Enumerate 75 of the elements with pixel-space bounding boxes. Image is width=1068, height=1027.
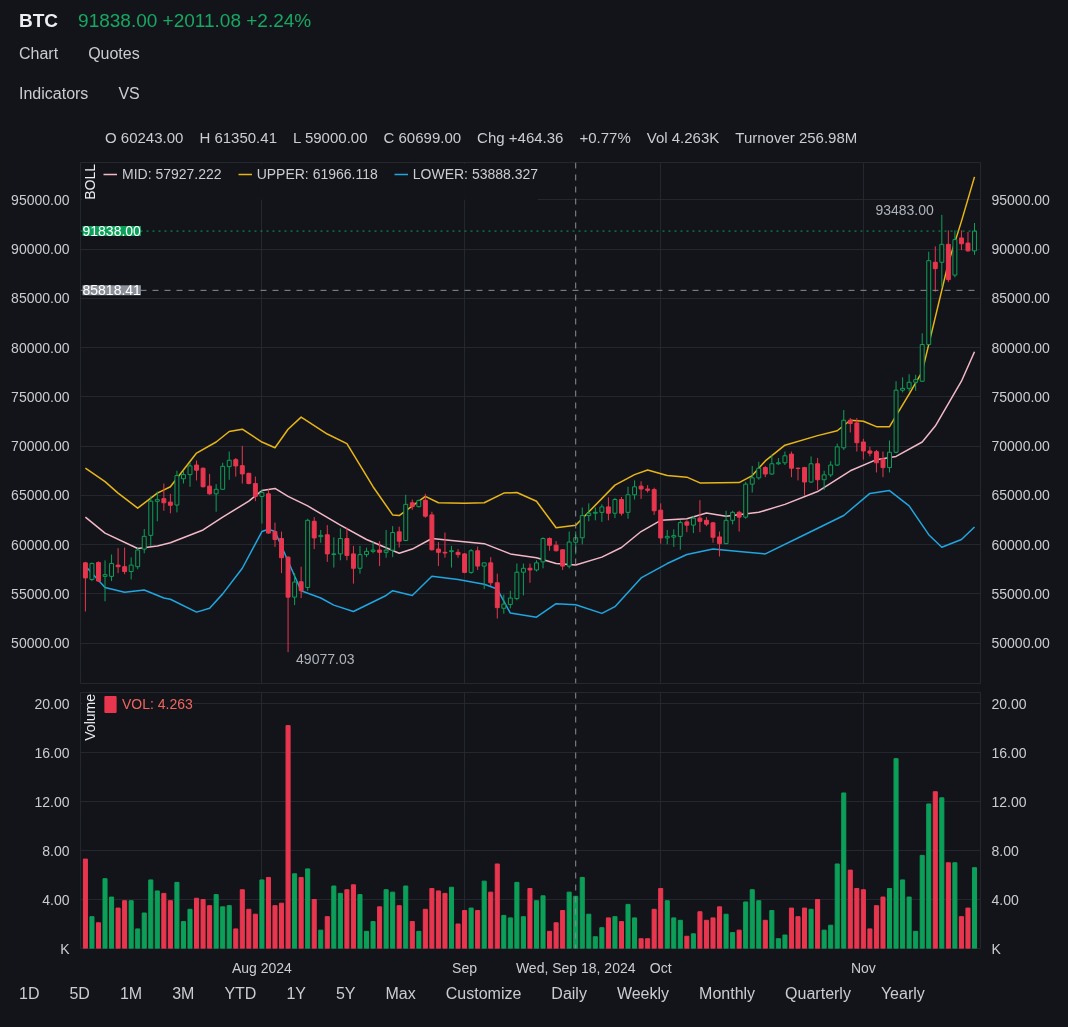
y2-tick-label: 90000.00 — [991, 241, 1051, 258]
y2-tick-label: 4.00 — [991, 891, 1019, 908]
x-tick-label: Nov — [850, 959, 876, 976]
y-tick-label: 16.00 — [34, 744, 70, 761]
x-tick-label: Sep — [452, 959, 478, 976]
text: Indicators — [19, 85, 89, 102]
y2-tick-label: 12.00 — [991, 793, 1027, 810]
text: Yearly — [880, 985, 925, 1002]
text: BTC — [19, 10, 59, 31]
y-tick-label: 8.00 — [42, 842, 70, 859]
y-tick-label: 65000.00 — [11, 487, 70, 504]
text: 3M — [172, 985, 195, 1002]
y2-tick-label: 20.00 — [991, 695, 1027, 712]
text: 91838.00 +2011.08 +2.24% — [78, 10, 312, 31]
y2-tick-label: K — [991, 940, 1002, 957]
y2-tick-label: 65000.00 — [991, 487, 1051, 504]
text: Max — [385, 985, 416, 1002]
y2-tick-label: 80000.00 — [991, 339, 1051, 356]
annotation: 49077.03 — [296, 651, 355, 668]
annotation: 93483.00 — [875, 201, 935, 218]
x-tick-label: Aug 2024 — [231, 959, 293, 976]
legend-label: VOL: 4.263 — [122, 696, 193, 712]
legend-label: MID: 57927.222 — [122, 166, 222, 182]
text: Chg +464.36 — [477, 129, 564, 146]
text: Chart — [19, 45, 59, 62]
y2-tick-label: 8.00 — [991, 842, 1019, 859]
text: 1M — [119, 985, 143, 1002]
y-tick-label: 60000.00 — [11, 536, 70, 553]
text: Daily — [551, 985, 587, 1002]
text: VS — [118, 85, 140, 102]
text: +0.77% — [579, 129, 631, 146]
text: H 61350.41 — [199, 129, 277, 146]
text: O 60243.00 — [105, 129, 184, 146]
y-tick-label: 80000.00 — [11, 339, 70, 356]
text: 5D — [69, 985, 90, 1002]
y-tick-label: 70000.00 — [11, 438, 70, 455]
y2-tick-label: 95000.00 — [991, 191, 1051, 208]
legend-label: UPPER: 61966.118 — [256, 166, 378, 182]
text: C 60699.00 — [383, 129, 462, 146]
y2-tick-label: 70000.00 — [991, 438, 1051, 455]
ref-line-label: Wed, Sep 18, 2024 — [515, 959, 636, 976]
text: L 59000.00 — [292, 129, 368, 146]
y-tick-label: 55000.00 — [11, 585, 70, 602]
y2-tick-label: 16.00 — [991, 744, 1027, 761]
y-tick-label: 4.00 — [42, 891, 70, 908]
text: Vol 4.263K — [646, 129, 720, 146]
ref-line-label: 85818.41 — [82, 282, 142, 299]
legend-title: BOLL — [82, 164, 98, 200]
y-tick-label: 95000.00 — [11, 191, 70, 208]
y-tick-label: K — [60, 940, 71, 957]
text: Quotes — [88, 45, 140, 62]
y-tick-label: 90000.00 — [11, 241, 70, 258]
ref-line-label: 91838.00 — [82, 223, 142, 240]
y-tick-label: 12.00 — [34, 793, 70, 810]
text: YTD — [224, 985, 257, 1002]
text: Turnover 256.98M — [735, 129, 858, 146]
text: 5Y — [335, 985, 356, 1002]
legend-label: LOWER: 53888.327 — [412, 166, 539, 182]
y-tick-label: 75000.00 — [11, 388, 70, 405]
x-tick-label: Oct — [649, 959, 672, 976]
y2-tick-label: 85000.00 — [991, 290, 1051, 307]
text: Monthly — [699, 985, 756, 1002]
text: Customize — [445, 985, 522, 1002]
y-tick-label: 50000.00 — [11, 635, 70, 652]
text: 1D — [19, 985, 40, 1002]
y-tick-label: 20.00 — [34, 695, 70, 712]
y2-tick-label: 75000.00 — [991, 388, 1051, 405]
legend-title: Volume — [82, 694, 98, 741]
y2-tick-label: 55000.00 — [991, 585, 1051, 602]
y2-tick-label: 50000.00 — [991, 635, 1051, 652]
text: 1Y — [286, 985, 306, 1002]
y2-tick-label: 60000.00 — [991, 536, 1051, 553]
y-tick-label: 85000.00 — [11, 290, 70, 307]
text: Weekly — [616, 985, 670, 1002]
text: Quarterly — [785, 985, 851, 1002]
